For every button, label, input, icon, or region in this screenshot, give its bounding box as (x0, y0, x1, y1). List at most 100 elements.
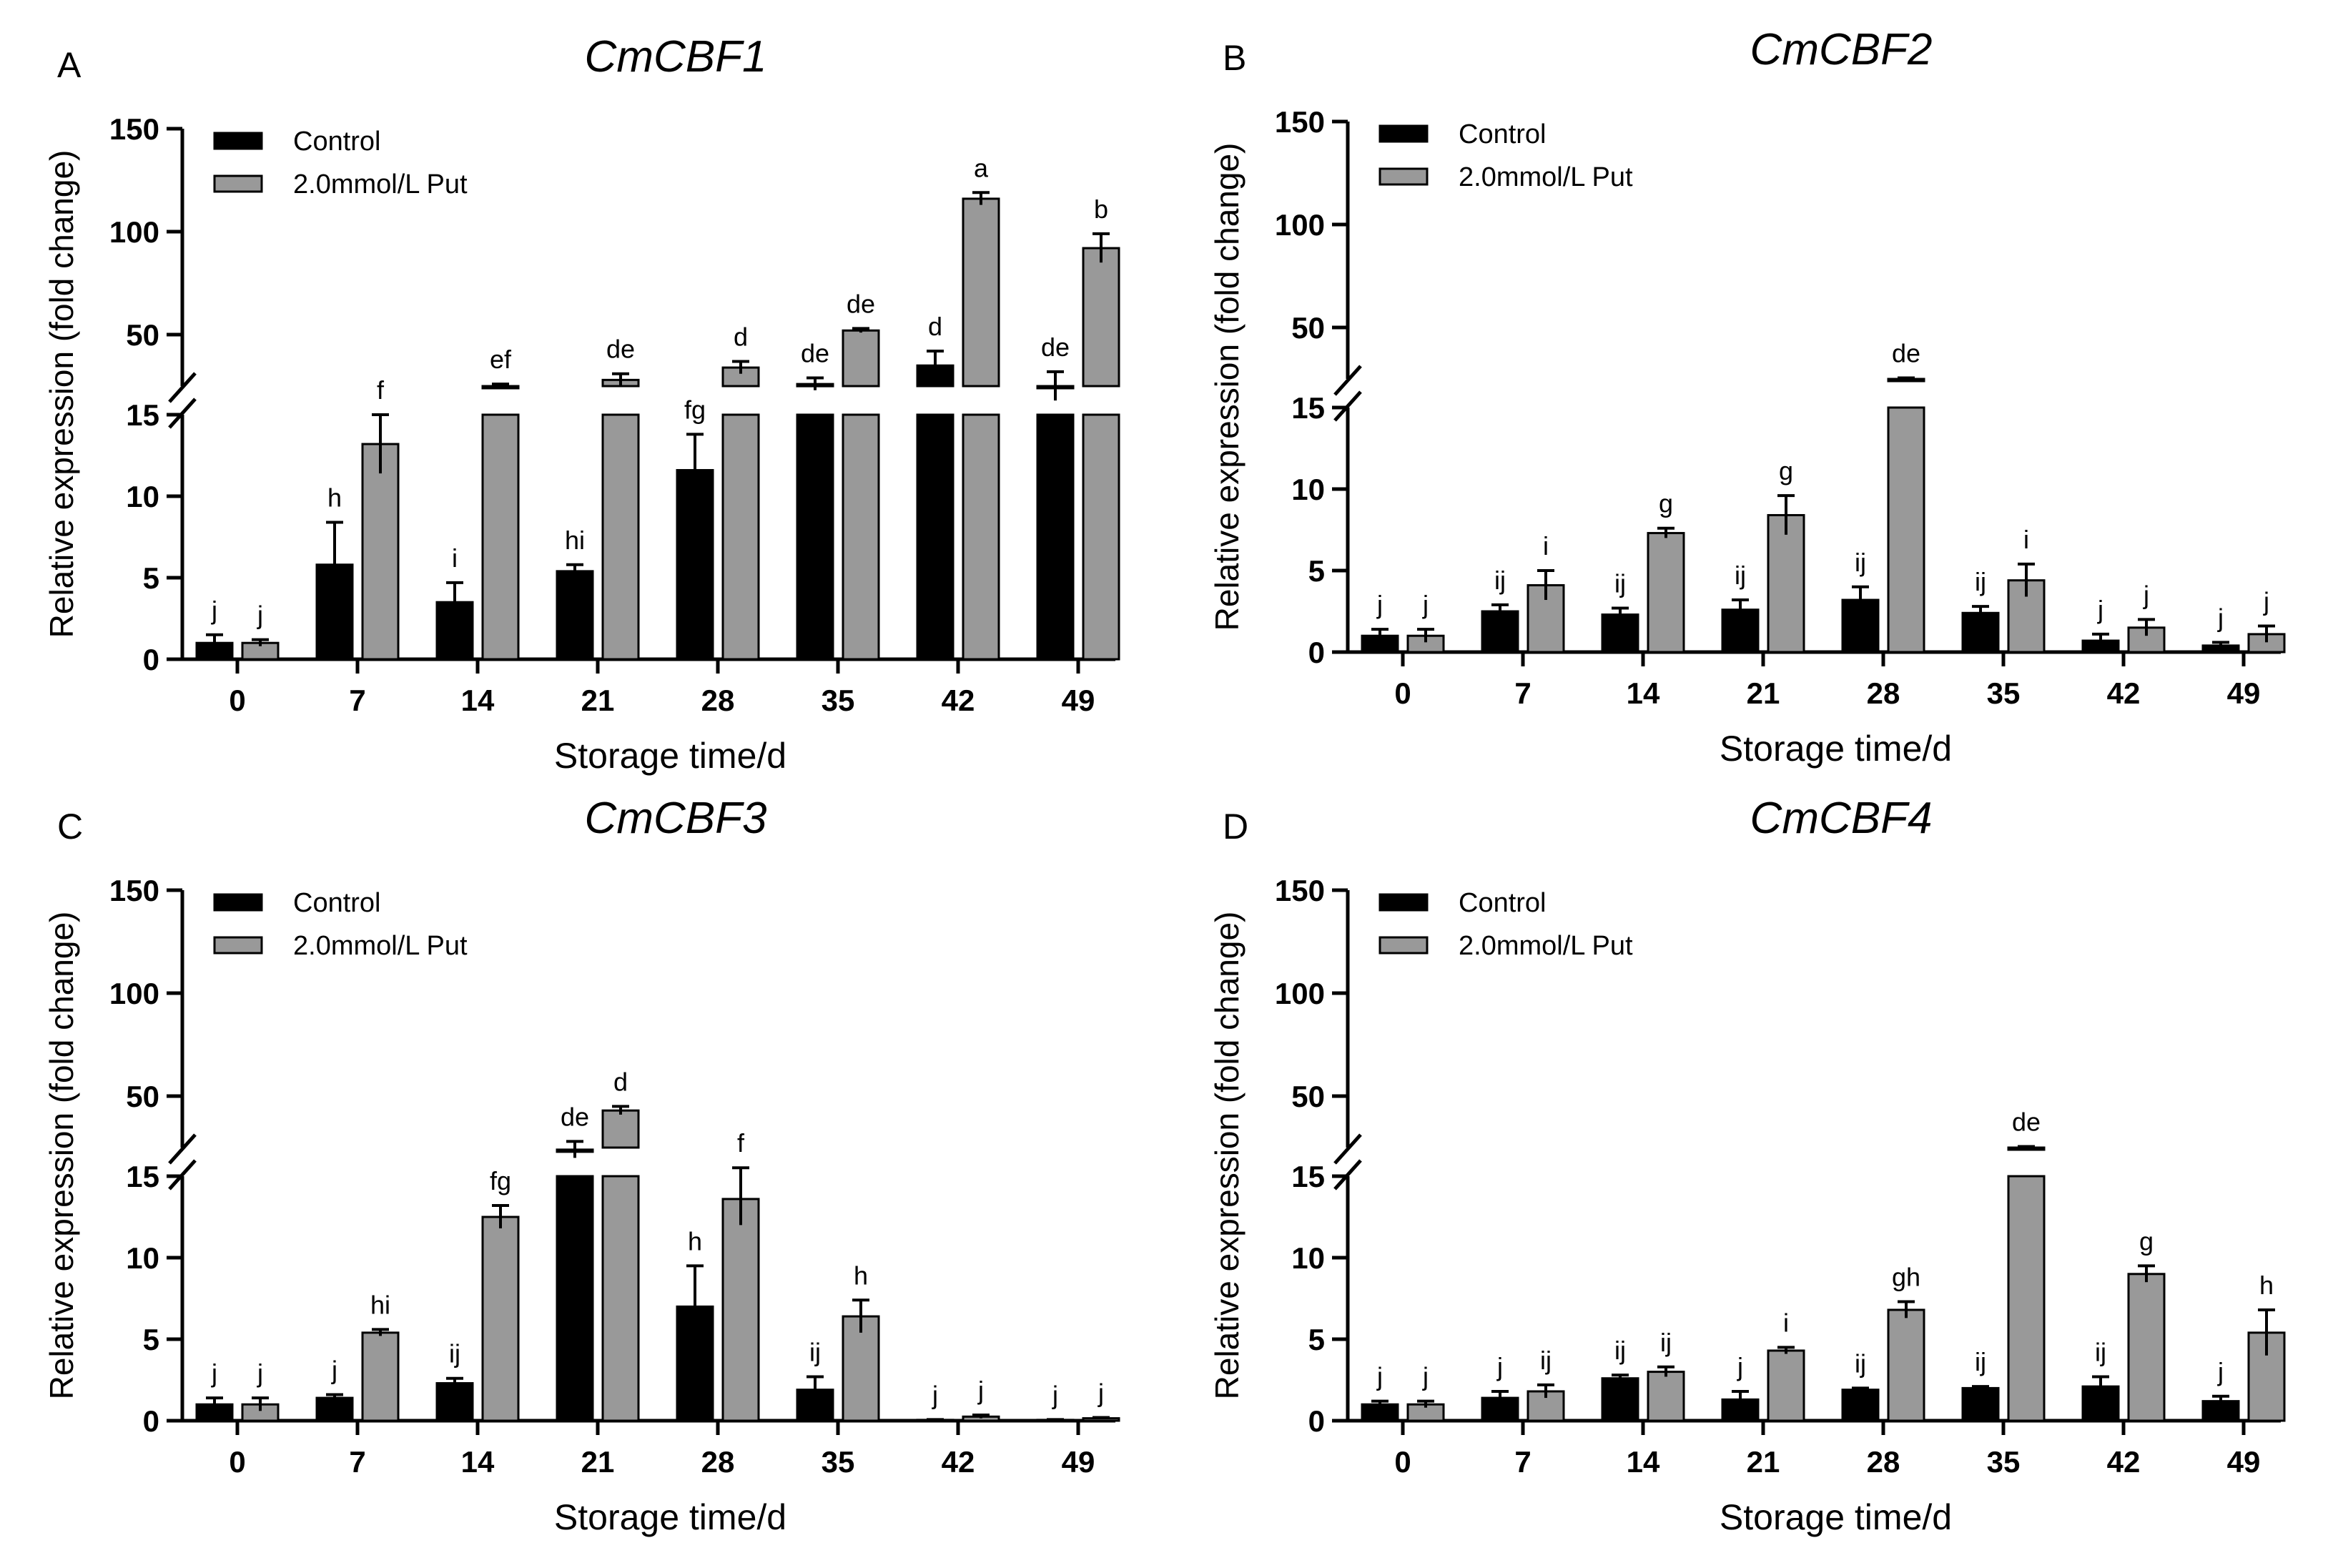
x-tick-label: 0 (1394, 1445, 1411, 1479)
x-tick-label: 14 (1627, 676, 1660, 710)
significance-label: ij (1975, 567, 1986, 596)
x-tick-label: 28 (701, 1445, 735, 1479)
bar (916, 413, 955, 661)
legend-label: 2.0mmol/L Put (1459, 162, 1633, 192)
legend-label: Control (1459, 119, 1547, 149)
y-tick-label: 5 (143, 1323, 159, 1356)
y-tick-label: 5 (1308, 554, 1325, 588)
significance-label: ef (490, 345, 512, 374)
significance-label: i (2023, 525, 2029, 554)
panel-B: B CmCBF2 0 5 10 15 50 100 150 Relative expression… (1208, 25, 2286, 769)
chart-title: CmCBF3 (585, 794, 767, 843)
x-axis-label: Storage time/d (1720, 729, 1952, 769)
bar (1601, 1377, 1639, 1422)
significance-label: j (1496, 1352, 1503, 1381)
panel-D: D CmCBF4 0 5 10 15 50 100 150 Relative expression… (1208, 794, 2286, 1537)
significance-label: gh (1892, 1263, 1920, 1292)
bar (842, 413, 880, 661)
significance-label: j (932, 1380, 938, 1409)
x-tick-label: 49 (1062, 1445, 1095, 1479)
y-tick-label: 10 (1291, 1241, 1325, 1275)
bar (2007, 579, 2046, 654)
x-tick-label: 35 (1987, 1445, 2021, 1479)
x-tick-label: 21 (1747, 1445, 1780, 1479)
legend-swatch (1378, 124, 1429, 143)
bar (556, 1175, 594, 1422)
y-tick-label: 50 (126, 318, 159, 352)
significance-label: d (928, 312, 942, 341)
x-tick-label: 21 (581, 684, 615, 717)
y-tick-label: 5 (1308, 1323, 1325, 1356)
y-tick-label: 10 (126, 480, 159, 513)
x-tick-label: 35 (822, 1445, 855, 1479)
legend-swatch (1378, 893, 1429, 912)
bar (1036, 413, 1075, 661)
x-tick-label: 14 (461, 684, 495, 717)
x-tick-label: 7 (349, 1445, 365, 1479)
bar (1082, 247, 1120, 388)
bar (1767, 1349, 1805, 1422)
y-tick-label: 0 (143, 643, 159, 676)
bar (721, 1198, 760, 1422)
bar (601, 1109, 640, 1149)
legend-label: 2.0mmol/L Put (293, 931, 468, 961)
axis-break-mark (1333, 1133, 1362, 1165)
significance-label: de (561, 1102, 589, 1131)
axis-break-mark (168, 372, 197, 403)
panel-C: C CmCBF3 0 5 10 15 50 100 150 Relative expression… (43, 794, 1120, 1537)
significance-label: ij (1660, 1328, 1672, 1357)
significance-label: ij (1540, 1346, 1552, 1375)
y-tick-label: 15 (1291, 391, 1325, 425)
x-tick-label: 28 (1867, 676, 1900, 710)
significance-label: fg (684, 395, 706, 424)
significance-label: hi (370, 1290, 390, 1319)
significance-label: h (327, 483, 342, 512)
x-tick-label: 42 (942, 684, 975, 717)
significance-label: ij (1735, 561, 1746, 590)
y-tick-label: 15 (1291, 1160, 1325, 1193)
significance-label: j (257, 1359, 263, 1388)
panel-letter: A (57, 45, 82, 85)
y-tick-label: 150 (109, 112, 159, 146)
legend-swatch (213, 893, 263, 912)
panel-letter: D (1223, 807, 1248, 847)
x-tick-label: 28 (701, 684, 735, 717)
legend-swatch (213, 174, 263, 193)
significance-label: ij (1494, 566, 1506, 595)
significance-label: a (974, 153, 989, 182)
significance-label: ij (1855, 1348, 1866, 1378)
x-tick-label: 42 (2107, 1445, 2141, 1479)
significance-label: j (2217, 1357, 2224, 1386)
significance-label: d (734, 322, 748, 351)
significance-label: j (331, 1356, 337, 1385)
y-tick-label: 5 (143, 561, 159, 595)
significance-label: j (1052, 1380, 1058, 1409)
y-tick-label: 150 (109, 874, 159, 907)
x-tick-label: 35 (1987, 676, 2021, 710)
significance-label: ij (2095, 1337, 2106, 1366)
bar (361, 1331, 400, 1422)
bar (962, 197, 1000, 388)
bar (361, 443, 400, 661)
y-tick-label: 50 (1291, 311, 1325, 345)
x-tick-label: 49 (2227, 676, 2261, 710)
legend-swatch (1378, 167, 1429, 186)
bar (435, 1382, 474, 1422)
significance-label: f (377, 375, 385, 405)
significance-label: j (211, 1359, 217, 1388)
x-tick-label: 14 (461, 1445, 495, 1479)
significance-label: ij (1975, 1347, 1986, 1376)
significance-label: g (1659, 489, 1673, 518)
significance-label: ij (809, 1337, 821, 1366)
x-tick-label: 21 (581, 1445, 615, 1479)
panel-A: A CmCBF1 0 5 10 15 50 100 150 Relative expression… (43, 32, 1120, 776)
significance-label: j (2097, 595, 2103, 624)
x-axis-label: Storage time/d (554, 1497, 786, 1537)
bar (1481, 610, 1519, 654)
significance-label: ij (449, 1339, 460, 1369)
significance-label: fg (490, 1166, 511, 1195)
x-tick-label: 7 (1514, 676, 1531, 710)
significance-label: de (801, 338, 829, 368)
x-tick-label: 7 (1514, 1445, 1531, 1479)
bar (601, 413, 640, 661)
